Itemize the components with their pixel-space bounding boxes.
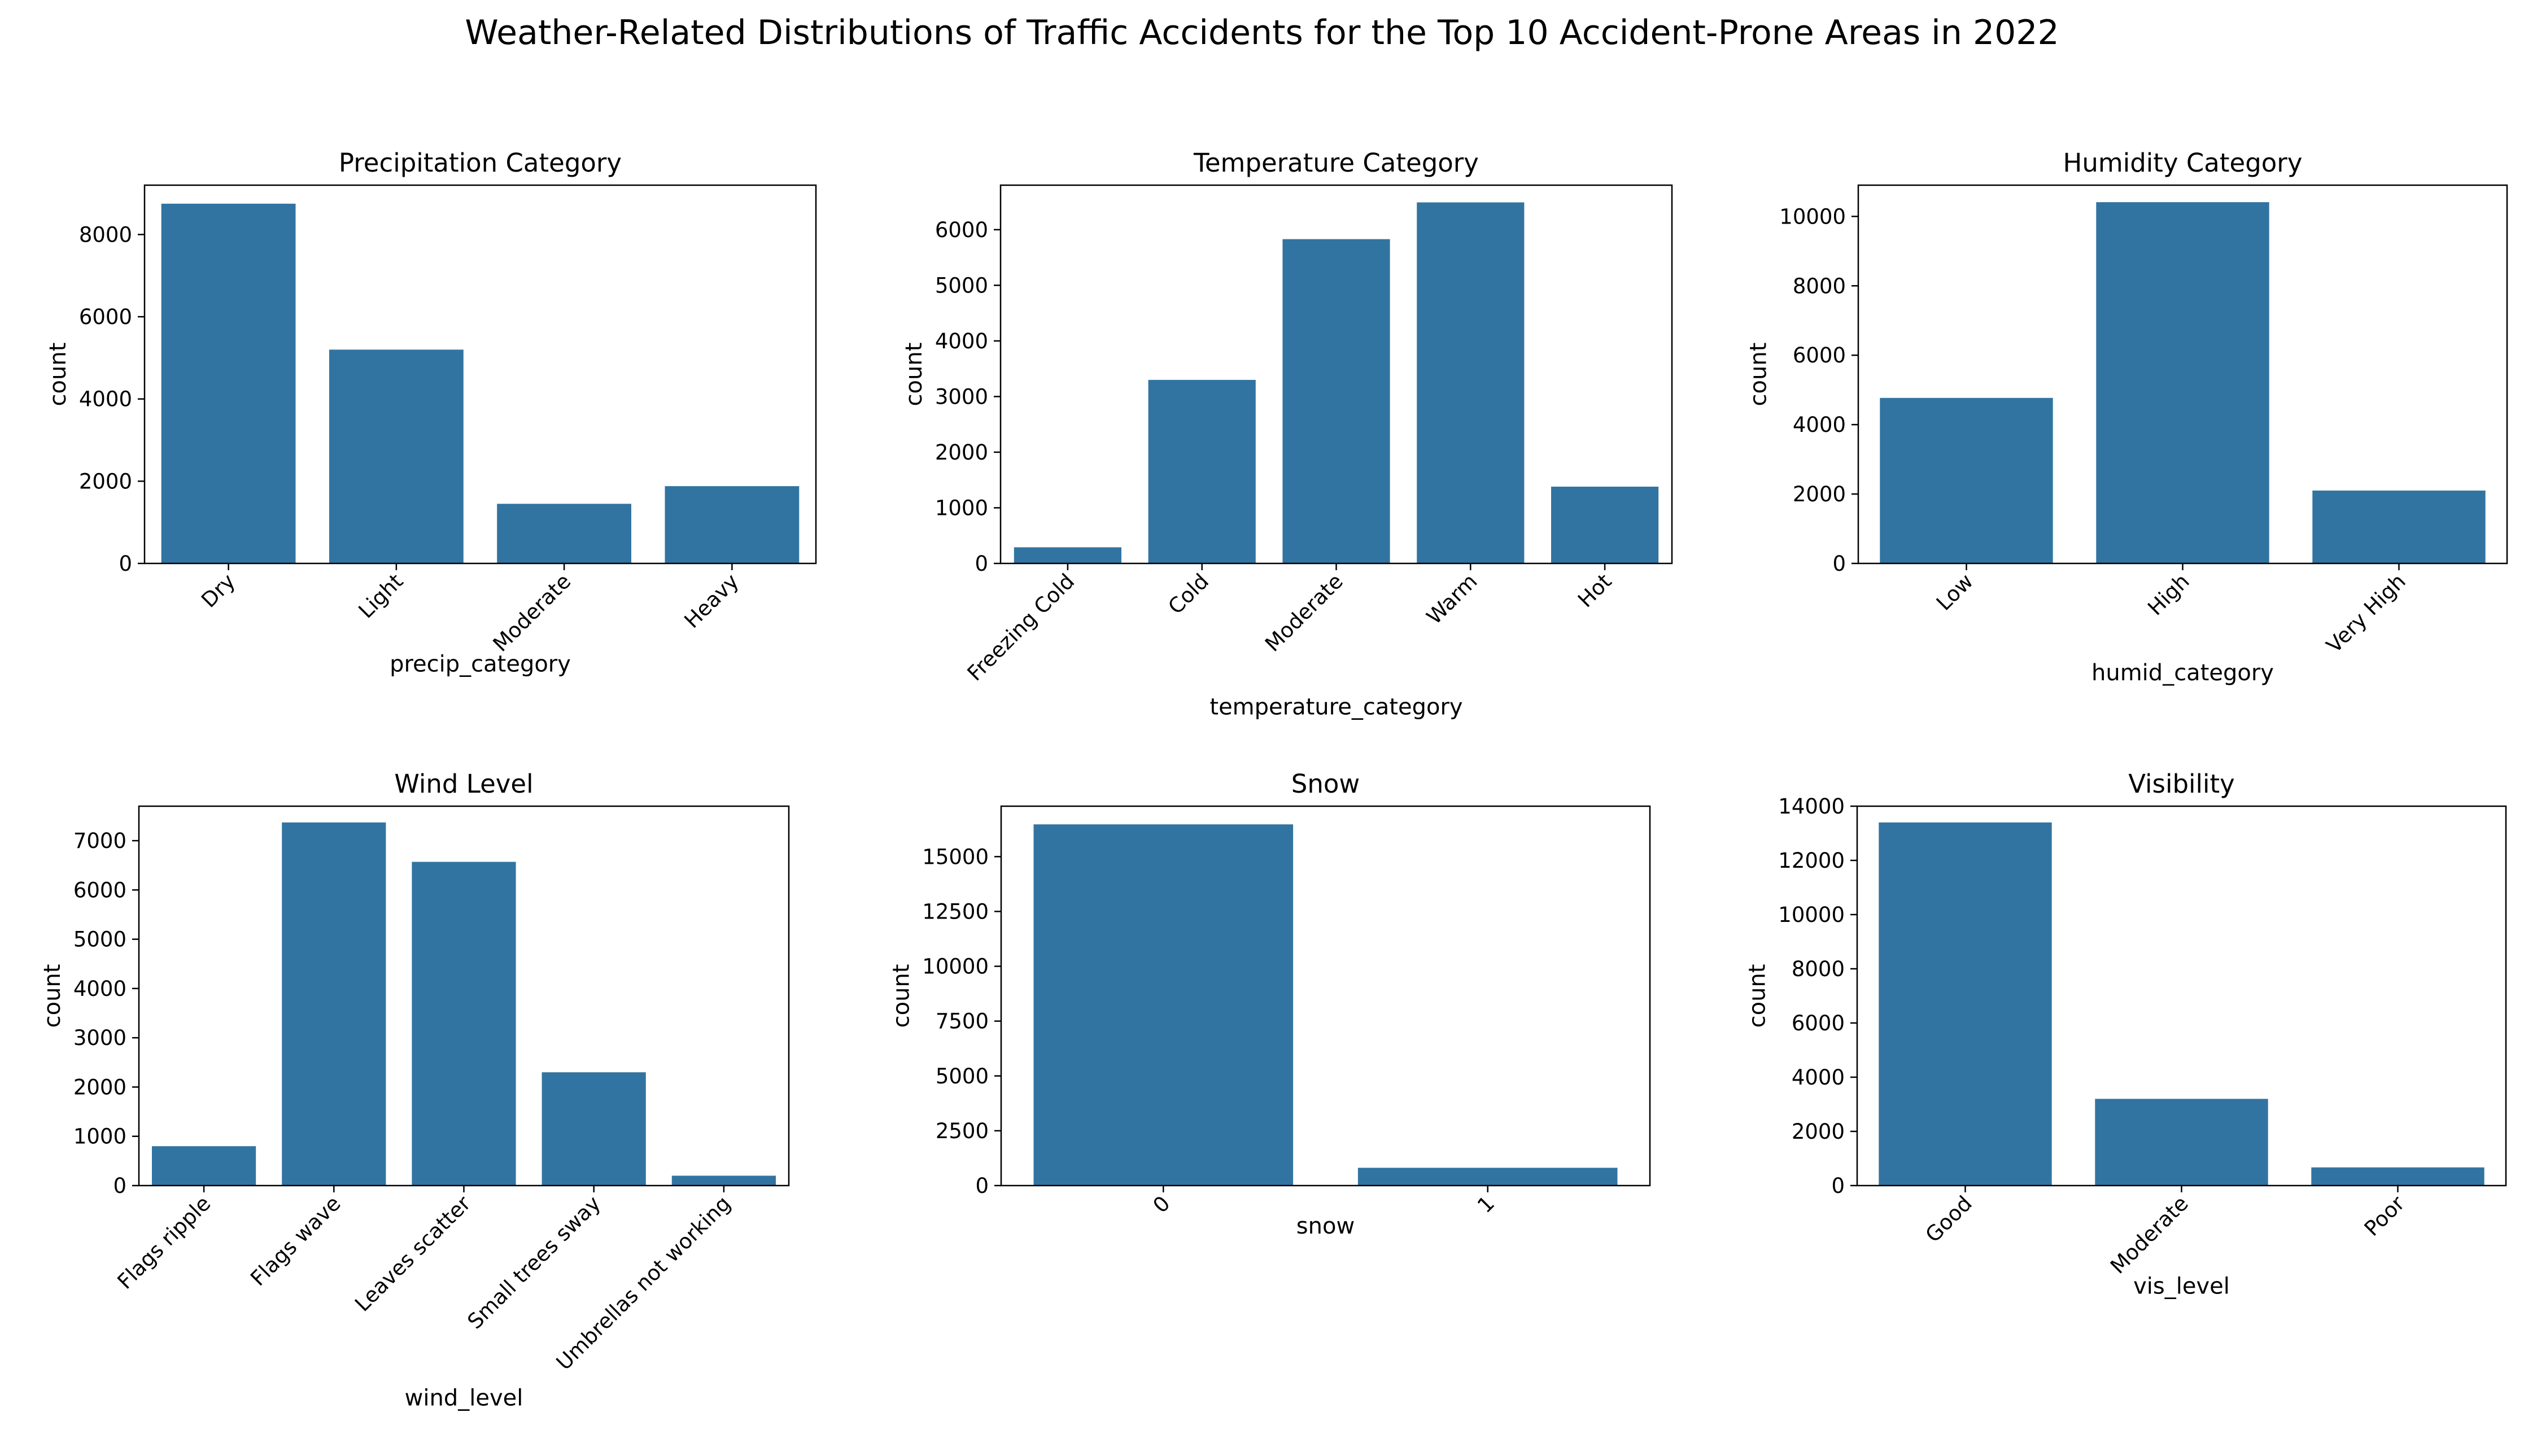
y-tick-label: 8000 [1792,957,1845,981]
bar-dry [161,203,296,563]
bar-1 [1357,1168,1618,1186]
y-tick-label: 0 [1832,552,1846,576]
y-tick-label: 5000 [936,1064,989,1088]
panel-precipitation-category-x-axis-label: precip_category [390,652,571,677]
panel-humidity-category-x-axis-label: humid_category [2091,660,2274,686]
panel-precipitation-category: Precipitation Category02000400060008000D… [45,148,817,677]
panel-visibility-y-axis-label: count [1745,964,1771,1028]
panel-snow-title: Snow [1291,769,1360,799]
bar-heavy [665,486,800,563]
panel-temperature-category-y-axis-label: count [901,343,927,406]
y-tick-label: 6000 [1793,343,1846,368]
y-tick-label: 4000 [79,387,132,412]
bar-freezing-cold [1014,547,1121,563]
panel-visibility-x-axis-label: vis_level [2133,1274,2230,1300]
y-tick-label: 2000 [1792,1120,1845,1144]
y-tick-label: 6000 [935,218,988,242]
panel-humidity-category-y-axis-label: count [1746,343,1772,406]
y-tick-label: 4000 [73,977,126,1001]
bar-poor [2311,1167,2484,1186]
y-tick-label: 12500 [922,899,989,924]
y-tick-label: 0 [113,1174,126,1198]
bar-leaves-scatter [412,862,516,1186]
panel-wind-level-x-axis-label: wind_level [405,1385,523,1411]
y-tick-label: 5000 [935,273,988,298]
bar-cold [1148,379,1256,563]
y-tick-label: 0 [119,552,132,576]
y-tick-label: 3000 [935,384,988,409]
panel-snow-frame [1000,805,1651,1187]
y-tick-label: 2000 [935,440,988,465]
bar-moderate [497,504,631,563]
bar-very-high [2312,490,2486,563]
y-tick-label: 1000 [73,1125,126,1149]
y-tick-label: 0 [975,552,988,576]
bar-0 [1033,824,1294,1186]
y-tick-label: 0 [1831,1174,1845,1198]
figure-title: Weather-Related Distributions of Traffic… [465,13,2059,53]
y-tick-label: 0 [975,1174,989,1198]
y-tick-label: 1000 [935,496,988,520]
panel-precipitation-category-y-axis-label: count [45,343,71,406]
panel-humidity-category-title: Humidity Category [2063,148,2303,178]
bar-hot [1551,487,1659,563]
panel-wind-level-title: Wind Level [394,769,533,799]
bar-good [1879,822,2052,1186]
panel-visibility-title: Visibility [2128,769,2235,799]
y-tick-label: 2000 [1793,482,1846,506]
panel-temperature-category-x-axis-label: temperature_category [1209,694,1462,720]
bar-warm [1417,202,1525,563]
y-tick-label: 12000 [1778,849,1845,873]
y-tick-label: 6000 [73,878,126,902]
y-tick-label: 8000 [1793,274,1846,298]
panel-snow-x-axis-label: snow [1296,1213,1355,1239]
y-tick-label: 5000 [73,928,126,952]
y-tick-label: 4000 [935,329,988,353]
y-tick-label: 7000 [73,829,126,853]
bar-umbrellas-not-working [671,1175,776,1186]
bar-moderate [2095,1099,2268,1186]
bar-small-trees-sway [542,1072,646,1186]
panel-snow-y-axis-label: count [889,964,915,1028]
bar-light [329,349,464,563]
bar-flags-wave [282,822,386,1186]
panel-temperature-category-title: Temperature Category [1193,148,1479,178]
panel-precipitation-category-frame [143,184,817,565]
y-tick-label: 8000 [79,222,132,247]
bar-high [2096,202,2269,564]
y-tick-label: 10000 [1778,903,1845,927]
y-tick-label: 4000 [1792,1065,1845,1090]
panel-wind-level-y-axis-label: count [40,964,65,1028]
y-tick-label: 4000 [1793,413,1846,437]
bar-moderate [1282,239,1390,564]
bar-flags-ripple [152,1146,256,1186]
y-tick-label: 2500 [936,1119,989,1143]
y-tick-label: 6000 [1792,1011,1845,1035]
panel-precipitation-category-title: Precipitation Category [339,148,622,178]
y-tick-label: 10000 [1779,204,1846,229]
y-tick-label: 10000 [922,955,989,979]
y-tick-label: 15000 [922,845,989,869]
bar-low [1880,397,2053,563]
y-tick-label: 7500 [936,1009,989,1034]
y-tick-label: 3000 [73,1026,126,1050]
y-tick-label: 14000 [1778,794,1845,819]
y-tick-label: 2000 [79,469,132,493]
y-tick-label: 2000 [73,1075,126,1099]
y-tick-label: 6000 [79,305,132,329]
